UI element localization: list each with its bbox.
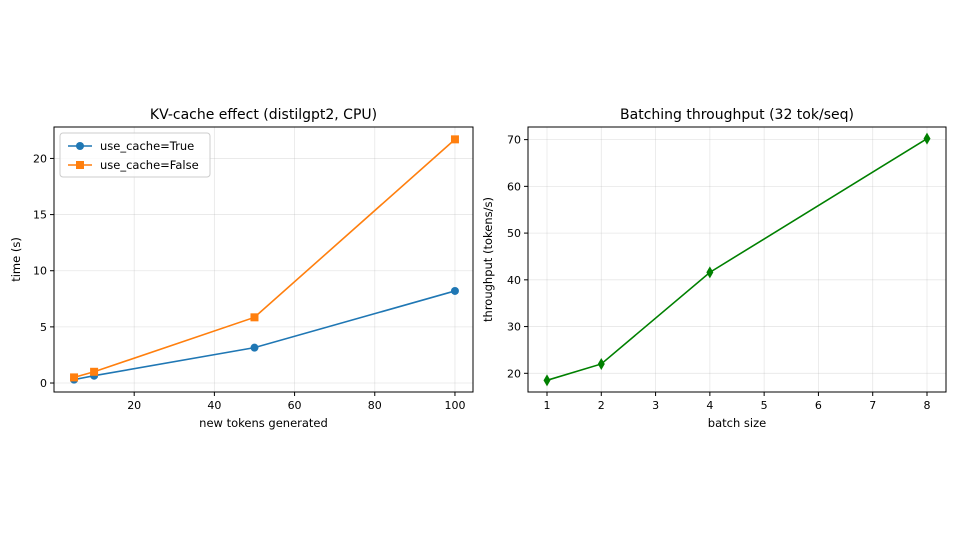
x-tick-label: 6 [815, 399, 822, 412]
y-tick-label: 20 [507, 367, 521, 380]
chart-2: 1 2 3 4 5 6 7 8 20 30 40 50 60 70 Batching throughput … [481, 107, 947, 430]
x-tick-label: 40 [207, 399, 221, 412]
x-tick-label: 100 [444, 399, 465, 412]
y-tick-label: 5 [40, 321, 47, 334]
legend-marker [76, 142, 84, 150]
data-point [706, 266, 714, 279]
y-tick-label: 15 [33, 209, 47, 222]
x-tick-label: 8 [924, 399, 931, 412]
y-tick-label: 50 [507, 227, 521, 240]
data-point [250, 343, 259, 352]
chart-title: KV-cache effect (distilgpt2, CPU) [150, 107, 377, 123]
data-point [90, 367, 99, 376]
data-point [923, 132, 931, 145]
data-point [543, 374, 551, 387]
y-tick-label: 40 [507, 274, 521, 287]
y-tick-label: 60 [507, 180, 521, 193]
legend-marker [76, 161, 84, 169]
legend-box [59, 132, 211, 178]
x-tick-label: 5 [761, 399, 768, 412]
y-tick-label: 70 [507, 134, 521, 147]
x-tick-label: 1 [544, 399, 551, 412]
series-line-2 [73, 138, 456, 379]
x-tick-label: 7 [869, 399, 876, 412]
y-axis-label: time (s) [9, 237, 23, 282]
x-axis-label: batch size [708, 416, 766, 430]
x-tick-label: 2 [598, 399, 605, 412]
y-tick-label: 0 [40, 377, 47, 390]
y-tick-label: 10 [33, 265, 47, 278]
series-line-1 [73, 290, 456, 381]
x-tick-label: 60 [288, 399, 302, 412]
data-point [250, 313, 259, 322]
chart-title: Batching throughput (32 tok/seq) [620, 107, 854, 123]
x-tick-label: 80 [368, 399, 382, 412]
data-point [70, 373, 79, 382]
legend: use_cache=True use_cache=False [59, 132, 211, 178]
x-tick-label: 20 [127, 399, 141, 412]
x-tick-label: 3 [652, 399, 659, 412]
x-tick-label: 4 [706, 399, 713, 412]
chart-1: 20 40 60 80 100 0 5 10 15 20 KV-cache effect (dist… [9, 107, 474, 430]
y-axis-label: throughput (tokens/s) [481, 197, 495, 322]
axes-frame [527, 126, 947, 393]
y-tick-label: 30 [507, 321, 521, 334]
axes-frame [53, 126, 474, 393]
legend-label: use_cache=False [100, 158, 199, 172]
data-point [450, 135, 459, 144]
y-tick-label: 20 [33, 152, 47, 165]
x-axis-label: new tokens generated [199, 416, 328, 430]
legend-label: use_cache=True [100, 139, 194, 153]
data-point [597, 357, 605, 370]
series-line-1 [546, 138, 928, 382]
data-point [450, 286, 459, 295]
